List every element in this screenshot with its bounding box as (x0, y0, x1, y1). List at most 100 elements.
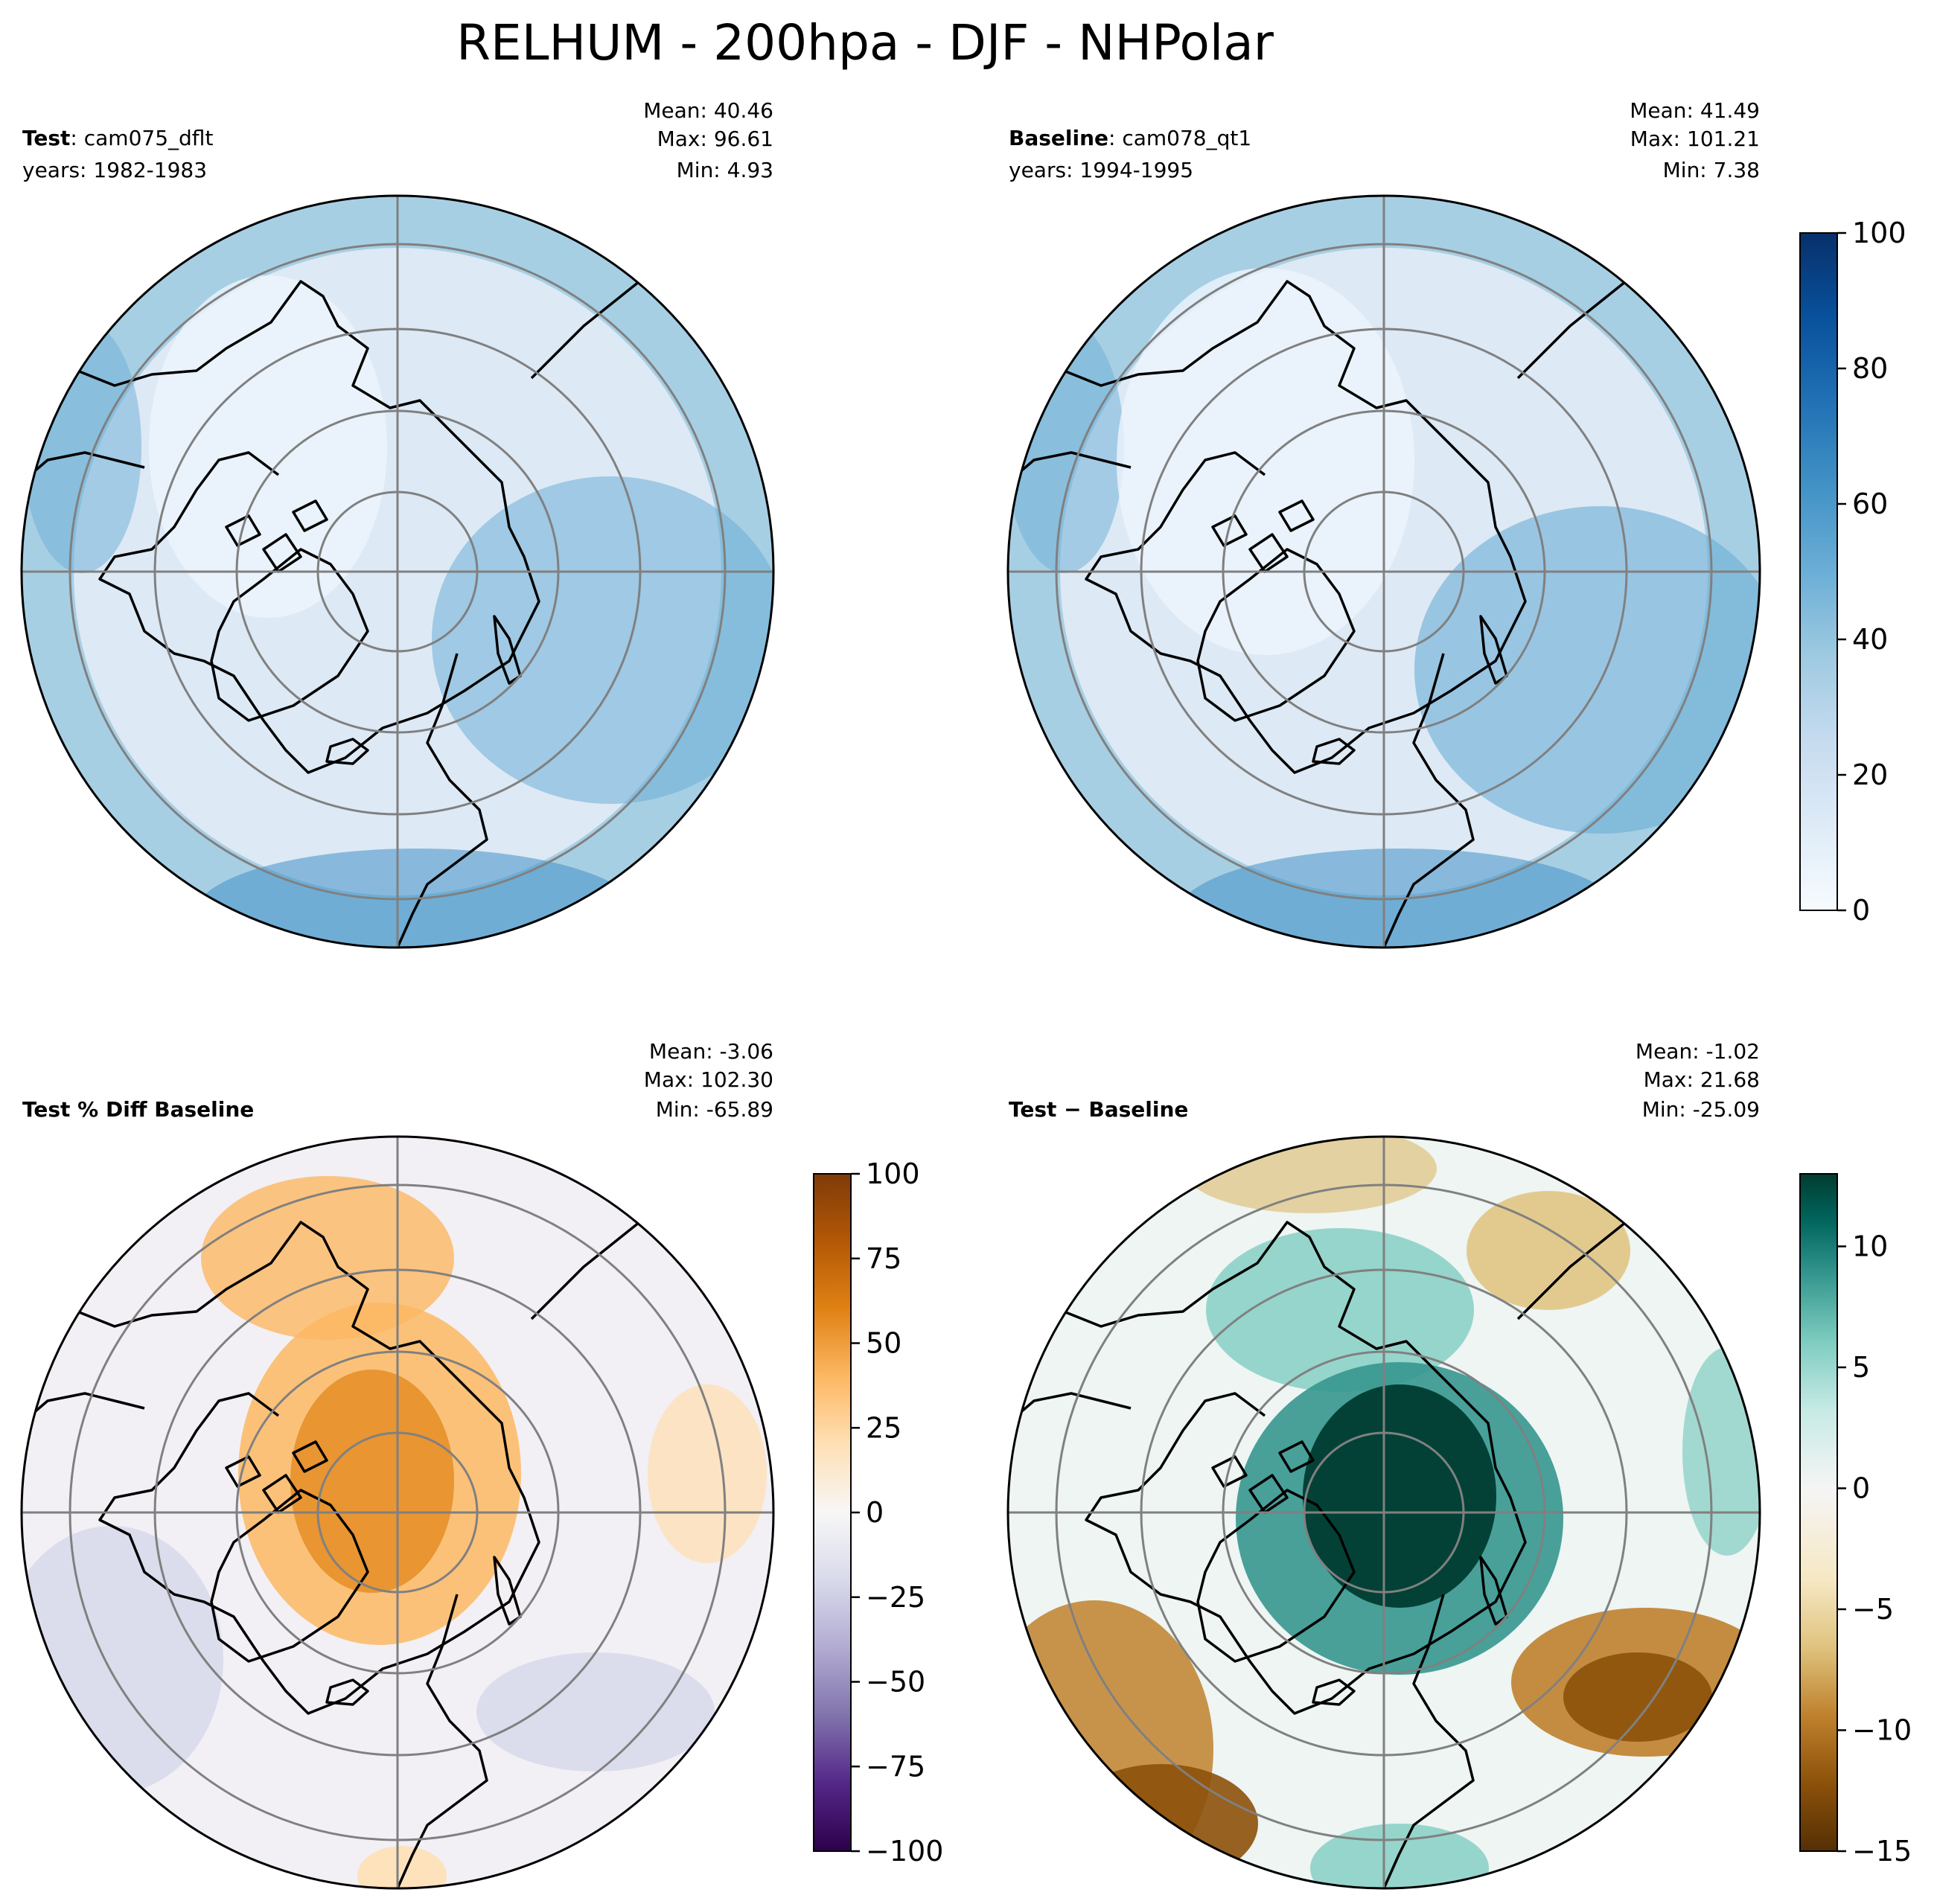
map-boundary (1006, 1135, 1761, 1890)
colorbar-tick-label: 50 (866, 1327, 902, 1360)
colorbar-top-gradient (1799, 232, 1838, 911)
coastline (1516, 1206, 1646, 1320)
panel-diff-mean: Mean: -1.02 (1636, 1039, 1760, 1064)
graticule-group (1008, 196, 1760, 948)
coastline (225, 1455, 261, 1488)
difference-field (1682, 1347, 1760, 1556)
coastline (1008, 1221, 1527, 1715)
colorbar-tick-label: 40 (1852, 623, 1888, 656)
colorbar-tick-label: 20 (1852, 758, 1888, 791)
coastline (225, 514, 261, 547)
difference-field (201, 1176, 454, 1340)
coastline (292, 499, 328, 532)
panel-baseline: Baseline: cam078_qt1 years: 1994-1995 Me… (1008, 98, 1760, 948)
coastline (1008, 1392, 1132, 1425)
colorbar-tick-label: 25 (866, 1411, 902, 1444)
coastlines (22, 265, 1646, 1888)
coastline (325, 1678, 369, 1706)
coastline (262, 1474, 302, 1514)
humidity-field (22, 320, 141, 573)
map-boundary (20, 194, 775, 949)
coastline (1278, 1440, 1315, 1473)
panel-baseline-max: Max: 101.21 (1630, 127, 1760, 151)
colorbar-tick-label: −100 (866, 1835, 943, 1868)
coastline (1008, 280, 1527, 774)
difference-field (476, 1652, 715, 1772)
coastline (1196, 1489, 1356, 1663)
difference-field (1467, 1191, 1630, 1310)
panel-baseline-label: Baseline: cam078_qt1 (1009, 126, 1251, 150)
panel-baseline-min: Min: 7.38 (1663, 158, 1760, 182)
coastline (1248, 533, 1289, 573)
difference-field (1303, 1384, 1496, 1608)
panel-pctdiff-mean: Mean: -3.06 (649, 1039, 773, 1064)
colorbar-tick-label: −25 (866, 1581, 925, 1614)
colorbar-diff: −15 −10 −5 0 5 10 (1799, 1173, 1912, 1868)
coastline-group (1008, 265, 1646, 948)
colorbar-tick-label: 80 (1852, 352, 1888, 385)
coastline (1211, 1455, 1248, 1488)
panel-test: Test: cam075_dflt years: 1982-1983 Mean:… (22, 98, 773, 948)
colorbar-tick-label: 100 (866, 1157, 920, 1190)
polar-map-pctdiff (22, 1137, 773, 1888)
panel-test-min: Min: 4.93 (677, 158, 773, 182)
panel-diff: Test − Baseline Mean: -1.02 Max: 21.68 M… (1008, 1039, 1760, 1888)
colorbar-diff-gradient (1799, 1173, 1838, 1852)
polar-map-baseline (1008, 196, 1760, 948)
difference-field (357, 1846, 447, 1888)
colorbar-tick-label: −15 (1852, 1835, 1912, 1868)
colorbar-tick-label: −50 (866, 1666, 925, 1699)
coastline (530, 1206, 660, 1320)
humidity-field (194, 849, 640, 948)
graticule-group (22, 196, 773, 948)
difference-field (1008, 1600, 1213, 1888)
coastline (493, 1556, 522, 1626)
panel-pctdiff: Test % Diff Baseline Mean: -3.06 Max: 10… (22, 1039, 773, 1888)
humidity-field (149, 275, 387, 618)
difference-field (1310, 1824, 1489, 1888)
colorbar-tick-label: −5 (1852, 1593, 1894, 1626)
map-boundary (20, 1135, 775, 1890)
colorbar-tick-label: −75 (866, 1750, 925, 1783)
panel-baseline-mean: Mean: 41.49 (1630, 98, 1760, 123)
panel-diff-max: Max: 21.68 (1644, 1067, 1760, 1092)
graticule (20, 194, 1761, 1890)
difference-field (1563, 1652, 1712, 1742)
colorbar-tick-label: 0 (1852, 894, 1870, 927)
difference-field (290, 1370, 454, 1593)
panel-test-mean: Mean: 40.46 (643, 98, 773, 123)
panel-test-max: Max: 96.61 (657, 127, 773, 151)
coastline (292, 1440, 328, 1473)
coastline (1008, 451, 1132, 484)
colorbar-tick-label: 0 (1852, 1472, 1870, 1505)
coastline (22, 1392, 145, 1425)
colorbar-tick-label: 0 (866, 1496, 884, 1529)
colorbar-top: 0 20 40 60 80 100 (1799, 217, 1906, 927)
figure-title: RELHUM - 200hpa - DJF - NHPolar (456, 14, 1274, 71)
coastline (1479, 1556, 1508, 1626)
coastline (210, 548, 369, 722)
coastline (1312, 738, 1356, 765)
difference-field (1206, 1228, 1474, 1392)
humidity-field (1008, 320, 1124, 573)
humidity-field (1414, 506, 1760, 834)
humidity-field (432, 476, 773, 804)
colorbar-pctdiff: −100 −75 −50 −25 0 25 50 75 100 (813, 1157, 943, 1868)
coastline (1196, 548, 1356, 722)
colorbar-tick-label: −10 (1852, 1714, 1912, 1747)
polar-map-diff (1008, 1137, 1760, 1888)
panel-diff-label: Test − Baseline (1009, 1097, 1188, 1122)
panel-test-years: years: 1982-1983 (22, 158, 207, 182)
difference-field (1065, 1764, 1258, 1883)
colorbar-tick-label: 5 (1852, 1351, 1870, 1384)
coastline (22, 451, 145, 484)
coastline (1479, 615, 1508, 685)
panel-pctdiff-label: Test % Diff Baseline (22, 1097, 254, 1122)
colorbar-tick-label: 10 (1852, 1230, 1888, 1263)
coastline (493, 615, 522, 685)
coastline (22, 280, 540, 774)
coastline (1312, 1678, 1356, 1706)
colorbar-tick-label: 100 (1852, 217, 1906, 249)
panel-baseline-years: years: 1994-1995 (1009, 158, 1193, 182)
panel-diff-min: Min: -25.09 (1642, 1097, 1760, 1122)
